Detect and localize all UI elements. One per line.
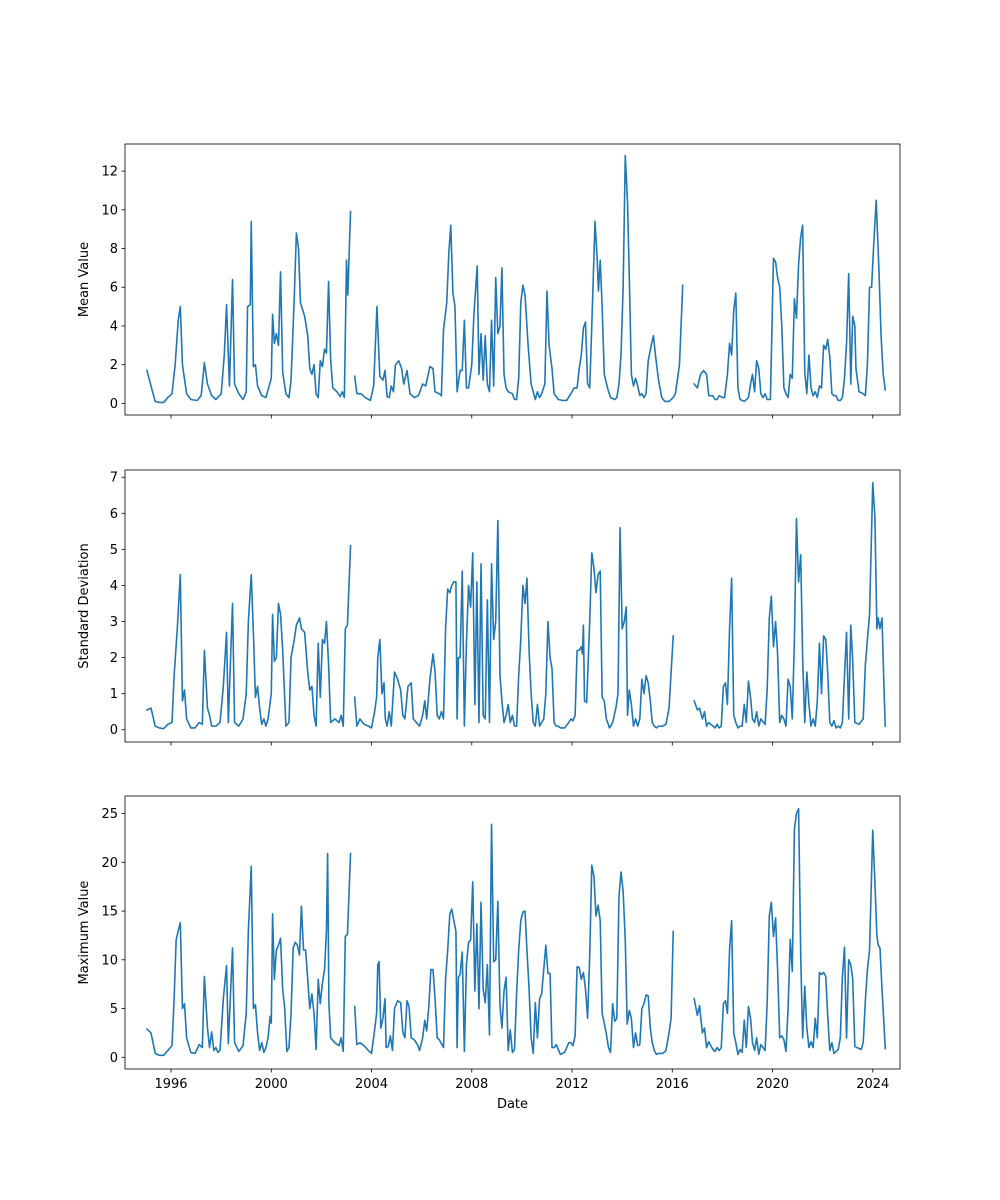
x-tick-label: 2000 bbox=[255, 1077, 288, 1092]
ylabel-mean-value: Mean Value bbox=[77, 242, 92, 317]
y-tick-label: 5 bbox=[110, 1002, 118, 1017]
y-tick-label: 6 bbox=[110, 281, 118, 296]
panel-standard-deviation: 0 1 2 3 4 5 6 7 Standard Deviation bbox=[77, 469, 901, 746]
ylabel-standard-deviation: Standard Deviation bbox=[77, 543, 92, 668]
y-tick-label: 15 bbox=[101, 905, 118, 920]
panel-maximum-value: 0 5 10 15 20 25 1996 2000 2004 2008 2012 2016 2020 20… bbox=[77, 795, 901, 1112]
series-line-segment bbox=[145, 210, 352, 404]
y-tick-label: 25 bbox=[101, 807, 118, 822]
y-tick-label: 5 bbox=[110, 543, 118, 558]
axes-frame bbox=[124, 143, 901, 416]
y-tick-label: 0 bbox=[110, 1051, 118, 1066]
series-line-segment bbox=[353, 823, 675, 1056]
y-tick-label: 0 bbox=[110, 397, 118, 412]
series-line-segment bbox=[693, 807, 887, 1056]
series-line-segment bbox=[693, 199, 887, 403]
axes-frame bbox=[124, 469, 901, 743]
plot-area-maximum-value: 0 5 10 15 20 25 1996 2000 2004 2008 2012 2016 2020 20… bbox=[101, 795, 901, 1092]
panel-mean-value: 0 2 4 6 8 10 12 Mean Value bbox=[77, 143, 901, 419]
x-tick-label: 1996 bbox=[154, 1077, 187, 1092]
x-tick-label: 2020 bbox=[756, 1077, 789, 1092]
y-tick-label: 2 bbox=[110, 651, 118, 666]
x-tick-label: 2004 bbox=[355, 1077, 388, 1092]
x-tick-label: 2008 bbox=[455, 1077, 488, 1092]
ylabel-maximum-value: Maximum Value bbox=[77, 881, 92, 985]
y-tick-label: 7 bbox=[110, 471, 118, 486]
series-line-segment bbox=[145, 544, 352, 730]
y-tick-label: 0 bbox=[110, 723, 118, 738]
series-line-segment bbox=[145, 852, 352, 1057]
y-tick-label: 10 bbox=[101, 203, 118, 218]
y-tick-label: 2 bbox=[110, 358, 118, 373]
y-tick-label: 4 bbox=[110, 579, 118, 594]
x-tick-label: 2016 bbox=[656, 1077, 689, 1092]
y-tick-label: 3 bbox=[110, 615, 118, 630]
y-tick-label: 6 bbox=[110, 507, 118, 522]
axes-frame bbox=[124, 795, 901, 1070]
plot-area-standard-deviation: 0 1 2 3 4 5 6 7 bbox=[110, 469, 901, 746]
y-tick-label: 4 bbox=[110, 319, 118, 334]
x-tick-label: 2012 bbox=[555, 1077, 588, 1092]
series-line-segment bbox=[353, 519, 675, 729]
y-tick-label: 8 bbox=[110, 242, 118, 257]
y-tick-label: 12 bbox=[101, 165, 118, 180]
y-tick-label: 10 bbox=[101, 953, 118, 968]
x-tick-label: 2024 bbox=[856, 1077, 889, 1092]
series-line-segment bbox=[693, 481, 887, 729]
y-tick-label: 20 bbox=[101, 856, 118, 871]
y-tick-label: 1 bbox=[110, 687, 118, 702]
series-line-segment bbox=[353, 154, 684, 403]
xlabel-date: Date bbox=[497, 1097, 528, 1112]
plot-area-mean-value: 0 2 4 6 8 10 12 bbox=[101, 143, 901, 419]
